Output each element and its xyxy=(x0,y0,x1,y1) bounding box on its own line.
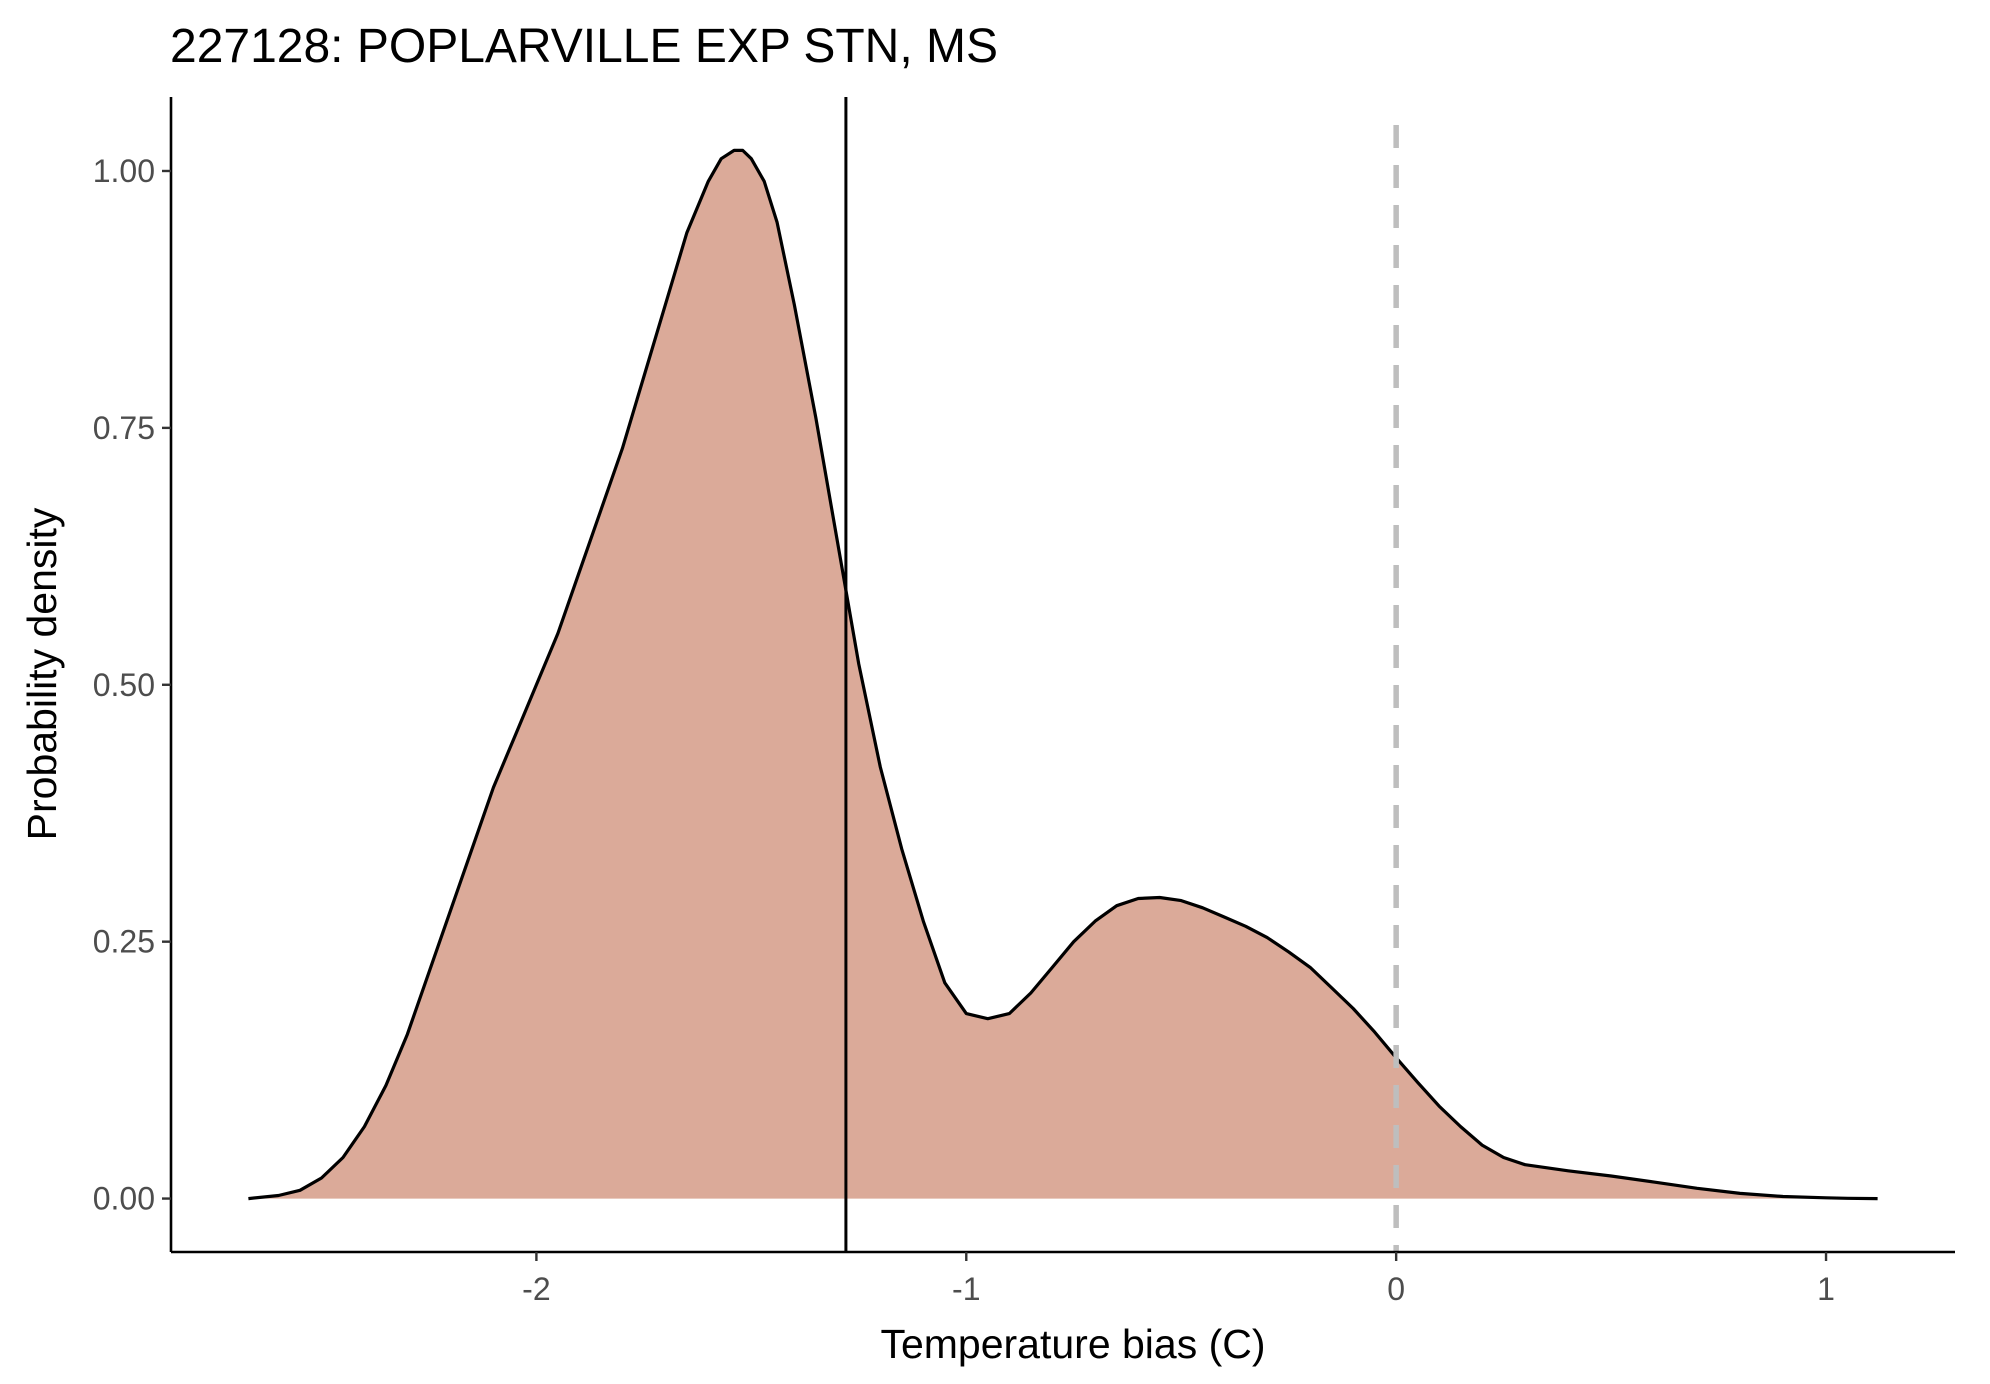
axes: 0.00 0.25 0.50 0.75 1.00 -2 -1 0 1 xyxy=(93,97,1955,1307)
y-tick-label: 1.00 xyxy=(93,153,155,189)
x-tick-label: -2 xyxy=(522,1271,550,1307)
plot-area xyxy=(248,97,1878,1252)
y-tick-label: 0.75 xyxy=(93,410,155,446)
reference-lines xyxy=(844,97,1399,1252)
x-tick-label: -1 xyxy=(952,1271,980,1307)
y-ticks: 0.00 0.25 0.50 0.75 1.00 xyxy=(93,153,171,1217)
density-curve xyxy=(248,148,1878,1201)
x-ticks: -2 -1 0 1 xyxy=(522,1252,1835,1307)
x-tick-label: 1 xyxy=(1817,1271,1835,1307)
y-axis-title: Probability density xyxy=(19,507,65,840)
y-tick-label: 0.00 xyxy=(93,1181,155,1217)
chart-title: 227128: POPLARVILLE EXP STN, MS xyxy=(170,20,998,73)
y-tick-label: 0.50 xyxy=(93,667,155,703)
y-tick-label: 0.25 xyxy=(93,924,155,960)
x-axis-title: Temperature bias (C) xyxy=(880,1321,1265,1367)
x-tick-label: 0 xyxy=(1387,1271,1405,1307)
density-area xyxy=(248,150,1878,1199)
